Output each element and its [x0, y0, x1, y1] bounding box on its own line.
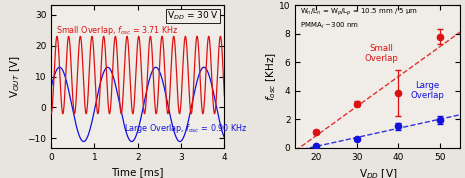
- Text: W$_n$/L$_n$ = W$_p$/L$_p$ = 10.5 mm / 5 μm: W$_n$/L$_n$ = W$_p$/L$_p$ = 10.5 mm / 5 …: [300, 7, 418, 18]
- Text: Large
Overlap: Large Overlap: [411, 81, 444, 100]
- Text: Small
Overlap: Small Overlap: [364, 44, 398, 63]
- Text: PMMA$_i$ ~300 nm: PMMA$_i$ ~300 nm: [300, 21, 359, 31]
- Text: V$_{DD}$ = 30 V: V$_{DD}$ = 30 V: [167, 10, 219, 22]
- Y-axis label: $f_{osc}$ [KHz]: $f_{osc}$ [KHz]: [264, 52, 278, 101]
- Text: Small Overlap, $f_{osc}$ = 3.71 KHz: Small Overlap, $f_{osc}$ = 3.71 KHz: [56, 24, 179, 37]
- X-axis label: Time [ms]: Time [ms]: [112, 167, 164, 177]
- Text: Large Overlap, $f_{osc}$ = 0.90 KHz: Large Overlap, $f_{osc}$ = 0.90 KHz: [124, 122, 247, 135]
- X-axis label: V$_{DD}$ [V]: V$_{DD}$ [V]: [359, 167, 397, 178]
- Y-axis label: V$_{OUT}$ [V]: V$_{OUT}$ [V]: [8, 55, 22, 98]
